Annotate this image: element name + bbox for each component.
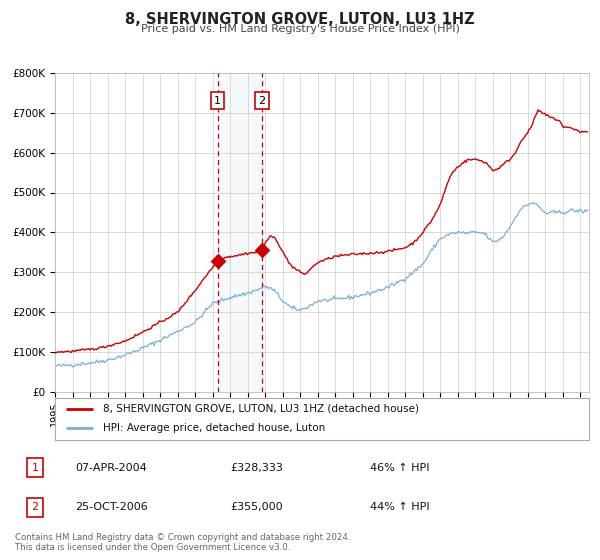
Text: Contains HM Land Registry data © Crown copyright and database right 2024.: Contains HM Land Registry data © Crown c… bbox=[15, 533, 350, 542]
Text: 8, SHERVINGTON GROVE, LUTON, LU3 1HZ (detached house): 8, SHERVINGTON GROVE, LUTON, LU3 1HZ (de… bbox=[103, 404, 419, 414]
Text: HPI: Average price, detached house, Luton: HPI: Average price, detached house, Luto… bbox=[103, 423, 326, 433]
Text: 07-APR-2004: 07-APR-2004 bbox=[75, 463, 147, 473]
Text: This data is licensed under the Open Government Licence v3.0.: This data is licensed under the Open Gov… bbox=[15, 543, 290, 552]
Text: 2: 2 bbox=[31, 502, 38, 512]
Point bbox=[257, 246, 267, 255]
Text: 44% ↑ HPI: 44% ↑ HPI bbox=[370, 502, 430, 512]
Text: Price paid vs. HM Land Registry's House Price Index (HPI): Price paid vs. HM Land Registry's House … bbox=[140, 24, 460, 34]
Text: £355,000: £355,000 bbox=[230, 502, 283, 512]
Point bbox=[213, 256, 223, 265]
Text: 2: 2 bbox=[259, 96, 266, 106]
Text: 46% ↑ HPI: 46% ↑ HPI bbox=[370, 463, 430, 473]
Bar bbox=[218, 73, 262, 392]
Text: 8, SHERVINGTON GROVE, LUTON, LU3 1HZ: 8, SHERVINGTON GROVE, LUTON, LU3 1HZ bbox=[125, 12, 475, 27]
Text: 1: 1 bbox=[32, 463, 38, 473]
Text: £328,333: £328,333 bbox=[230, 463, 283, 473]
Text: 25-OCT-2006: 25-OCT-2006 bbox=[75, 502, 148, 512]
Text: 1: 1 bbox=[214, 96, 221, 106]
